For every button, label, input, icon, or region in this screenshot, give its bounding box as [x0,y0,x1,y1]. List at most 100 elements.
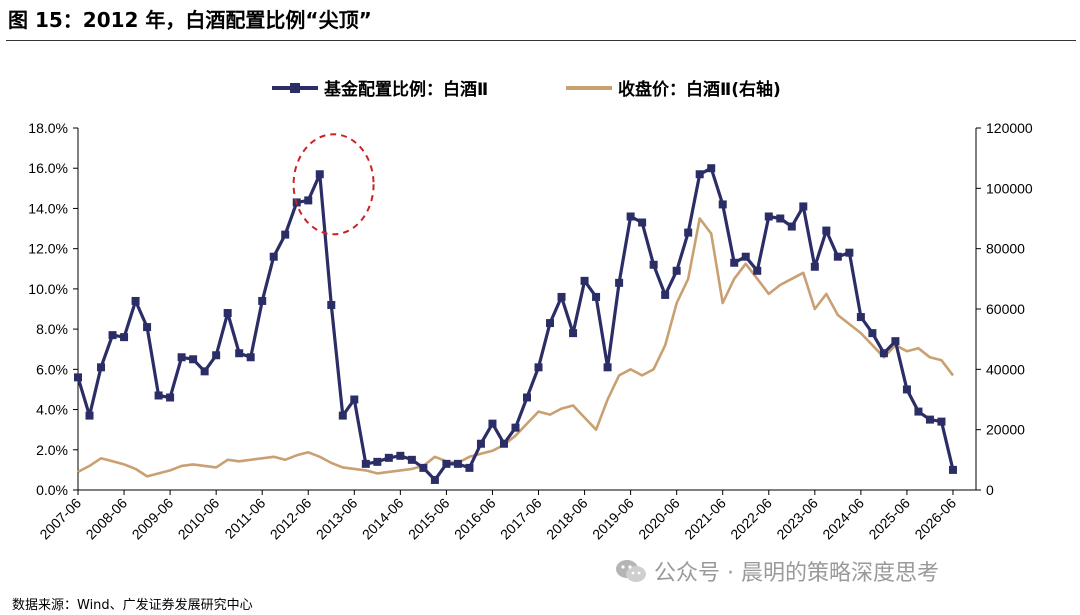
annotations [292,133,375,236]
allocation-point [603,363,612,372]
allocation-point [327,300,336,309]
y-left-tick-label: 18.0% [28,120,68,136]
allocation-point [430,475,439,484]
allocation-point [580,276,589,285]
allocation-point [569,329,578,338]
y-left-tick-label: 0.0% [36,482,68,498]
allocation-point [154,391,163,400]
allocation-point [615,278,624,287]
allocation-point [166,393,175,402]
allocation-point [108,331,117,340]
allocation-point [212,351,221,360]
allocation-point [902,385,911,394]
x-tick-label: 2017-06 [497,495,545,543]
allocation-point [189,355,198,364]
allocation-point [419,463,428,472]
allocation-point [131,296,140,305]
allocation-point [684,228,693,237]
allocation-point [845,248,854,257]
allocation-point [120,333,129,342]
y-left-tick-label: 8.0% [36,321,68,337]
x-tick-label: 2011-06 [221,495,268,542]
allocation-point [672,266,681,275]
allocation-point [718,200,727,209]
x-tick-label: 2020-06 [635,495,683,543]
allocation-point [235,349,244,358]
allocation-point [914,407,923,416]
x-tick-label: 2022-06 [727,495,775,543]
allocation-point [511,423,520,432]
allocation-point [730,258,739,267]
allocation-point [200,367,209,376]
allocation-point [304,196,313,205]
allocation-point [741,252,750,261]
x-tick-label: 2014-06 [359,495,407,543]
axes: 0.0% 2.0% 4.0% 6.0% 8.0% 10.0% 12.0% 14.0% 16.0%… [28,120,1033,542]
allocation-point [350,395,359,404]
x-tick-label: 2010-06 [175,495,223,543]
allocation-point [764,212,773,221]
x-tick-label: 2024-06 [819,495,867,543]
allocation-point [499,439,508,448]
x-tick-label: 2012-06 [267,495,315,543]
y-left-tick-label: 2.0% [36,442,68,458]
allocation-point [661,290,670,299]
allocation-point [649,260,658,269]
x-tick-label: 2008-06 [83,495,131,543]
allocation-point [177,353,186,362]
allocation-point [925,415,934,424]
y-right-tick-label: 40000 [986,361,1025,377]
allocation-point [361,459,370,468]
series [74,164,957,484]
allocation-point [856,313,865,322]
allocation-point [97,363,106,372]
series-line-allocation [76,166,955,482]
allocation-point [787,222,796,231]
x-tick-label: 2025-06 [865,495,913,543]
allocation-point [557,292,566,301]
y-right-tick-label: 60000 [986,301,1025,317]
allocation-point [384,453,393,462]
legend-marker-allocation [290,83,300,93]
title-divider [6,40,1076,41]
y-left-tick-label: 4.0% [36,402,68,418]
allocation-point [143,323,152,332]
allocation-point [638,218,647,227]
x-tick-label: 2015-06 [405,495,453,543]
peak-highlight-circle [292,133,375,236]
x-tick-label: 2016-06 [451,495,499,543]
y-right-tick-label: 0 [986,482,994,498]
x-tick-label: 2009-06 [129,495,177,543]
allocation-point [258,296,267,305]
series-line-close-price [77,217,955,478]
allocation-point [891,337,900,346]
x-tick-label: 2021-06 [681,495,729,543]
x-tick-label: 2026-06 [911,495,959,543]
allocation-point [822,226,831,235]
legend-label-allocation: 基金配置比例：白酒Ⅱ [323,79,488,100]
allocation-point [453,459,462,468]
y-left-tick-label: 10.0% [28,281,68,297]
allocation-point [868,329,877,338]
allocation-point [937,417,946,426]
y-right-tick-label: 100000 [986,180,1033,196]
allocation-point [776,214,785,223]
y-left-tick-label: 6.0% [36,361,68,377]
x-tick-label: 2018-06 [543,495,591,543]
x-tick-label: 2023-06 [773,495,821,543]
allocation-point [442,459,451,468]
watermark: 公众号 · 晨明的策略深度思考 [614,555,939,590]
allocation-point [488,419,497,428]
allocation-point [799,202,808,211]
allocation-point [269,252,278,261]
allocation-point [523,393,531,402]
allocation-point [695,170,704,179]
allocation-point [338,411,347,420]
x-tick-label: 2013-06 [313,495,361,543]
allocation-point [592,292,601,301]
allocation-point [407,455,416,464]
allocation-point [626,212,635,221]
allocation-point [833,252,842,261]
allocation-point [465,463,474,472]
